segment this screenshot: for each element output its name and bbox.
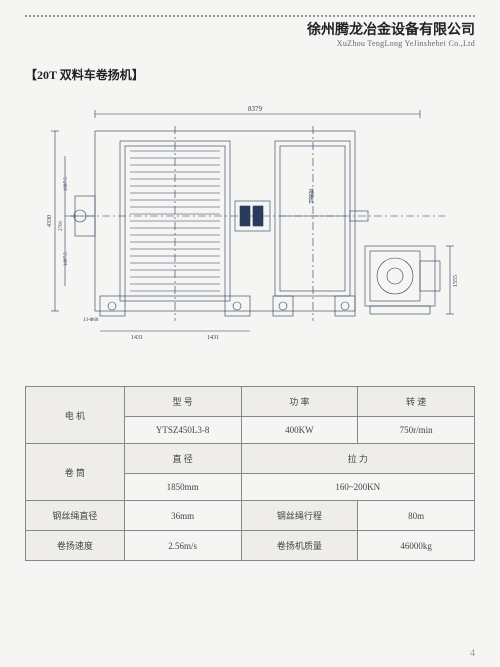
label-rope-travel: 钢丝绳行程 bbox=[241, 501, 358, 531]
svg-text:减速机: 减速机 bbox=[308, 188, 314, 205]
table-row: 卷扬速度 2.56m/s 卷扬机质量 46000kg bbox=[26, 531, 475, 561]
svg-text:2700: 2700 bbox=[59, 221, 64, 232]
header-block: 徐州腾龙冶金设备有限公司 XuZhou TengLong YeJinshebei… bbox=[25, 19, 475, 48]
value-power: 400KW bbox=[241, 417, 358, 444]
svg-text:1087.5: 1087.5 bbox=[64, 177, 69, 191]
value-rope-travel: 80m bbox=[358, 501, 475, 531]
spec-table: 电 机 型 号 功 率 转 速 YTSZ450L3-8 400KW 750r/m… bbox=[25, 386, 475, 561]
label-diameter: 直 径 bbox=[124, 444, 241, 474]
svg-text:13-Φ60: 13-Φ60 bbox=[83, 318, 99, 323]
label-hoist-speed: 卷扬速度 bbox=[26, 531, 125, 561]
svg-text:1555: 1555 bbox=[453, 275, 459, 287]
svg-text:4330: 4330 bbox=[47, 215, 53, 227]
label-motor: 电 机 bbox=[26, 387, 125, 444]
value-pull: 160~200KN bbox=[241, 474, 475, 501]
table-row: 卷 筒 直 径 拉 力 bbox=[26, 444, 475, 474]
value-speedv: 750r/min bbox=[358, 417, 475, 444]
label-drum: 卷 筒 bbox=[26, 444, 125, 501]
svg-text:1087.5: 1087.5 bbox=[64, 252, 69, 266]
company-name-en: XuZhou TengLong YeJinshebei Co.,Ltd bbox=[25, 39, 475, 48]
value-hoist-speed: 2.56m/s bbox=[124, 531, 241, 561]
label-mass: 卷扬机质量 bbox=[241, 531, 358, 561]
header-divider bbox=[25, 15, 475, 17]
value-mass: 46000kg bbox=[358, 531, 475, 561]
svg-text:8379: 8379 bbox=[248, 105, 263, 113]
company-name-cn: 徐州腾龙冶金设备有限公司 bbox=[25, 19, 475, 39]
label-model: 型 号 bbox=[124, 387, 241, 417]
value-rope-dia: 36mm bbox=[124, 501, 241, 531]
product-title: 【20T 双料车卷扬机】 bbox=[25, 68, 144, 82]
table-row: 钢丝绳直径 36mm 钢丝绳行程 80m bbox=[26, 501, 475, 531]
label-speed: 转 速 bbox=[358, 387, 475, 417]
label-pull: 拉 力 bbox=[241, 444, 475, 474]
page-number: 4 bbox=[470, 648, 475, 659]
label-rope-dia: 钢丝绳直径 bbox=[26, 501, 125, 531]
label-power: 功 率 bbox=[241, 387, 358, 417]
drawing-svg: 8379 bbox=[25, 96, 475, 361]
svg-text:1431: 1431 bbox=[131, 335, 143, 341]
title-section: 【20T 双料车卷扬机】 bbox=[25, 66, 475, 84]
technical-drawing: 8379 bbox=[25, 96, 475, 361]
table-row: 电 机 型 号 功 率 转 速 bbox=[26, 387, 475, 417]
value-diameter: 1850mm bbox=[124, 474, 241, 501]
svg-text:1431: 1431 bbox=[207, 335, 219, 341]
value-model: YTSZ450L3-8 bbox=[124, 417, 241, 444]
